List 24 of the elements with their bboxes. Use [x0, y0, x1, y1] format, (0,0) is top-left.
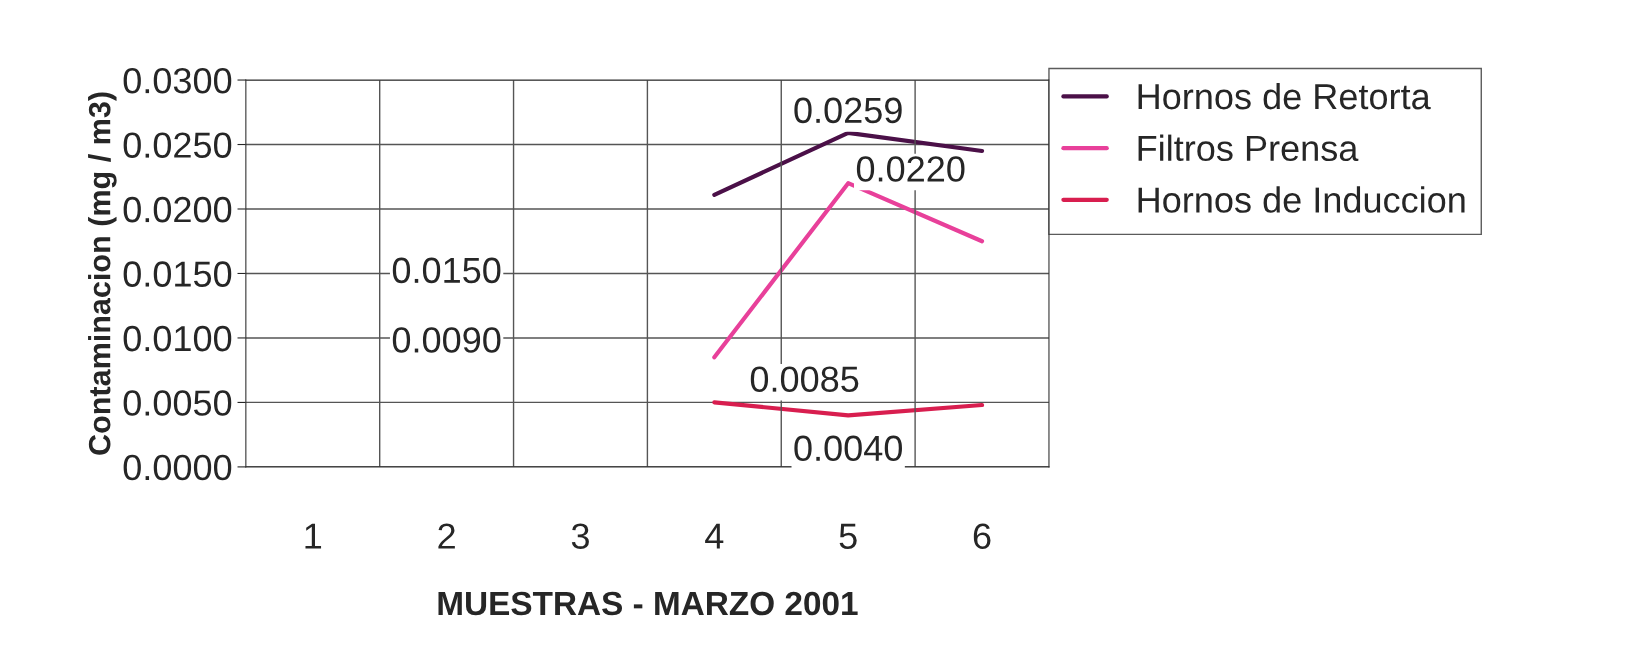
x-tick-label: 6 — [973, 523, 991, 549]
legend-label: Hornos de Induccion — [1138, 186, 1465, 213]
data-label: 0.0259 — [794, 97, 902, 124]
y-axis-title: Contaminacion (mg / m3) — [88, 92, 117, 455]
y-tick-label: 0.0050 — [123, 390, 232, 416]
x-tick-label: 5 — [839, 523, 857, 549]
x-tick-label: 1 — [305, 523, 322, 549]
data-label: 0.0220 — [856, 156, 965, 182]
data-label: 0.0085 — [750, 366, 859, 392]
annotation: 0.0150 — [392, 257, 501, 284]
x-tick-label: 2 — [438, 523, 455, 549]
y-tick-label: 0.0200 — [123, 196, 232, 223]
y-tick-label: 0.0150 — [123, 261, 232, 287]
x-tick-label: 4 — [705, 523, 724, 549]
annotation: 0.0090 — [392, 327, 501, 353]
y-tick-label: 0.0100 — [123, 325, 232, 352]
x-tick-label: 3 — [571, 523, 589, 549]
x-axis-title: MUESTRAS - MARZO 2001 — [438, 591, 858, 616]
legend-label: Filtros Prensa — [1138, 134, 1359, 162]
y-tick-label: 0.0300 — [123, 67, 232, 94]
y-tick-label: 0.0250 — [123, 132, 232, 158]
data-label: 0.0040 — [794, 435, 902, 462]
legend-label: Hornos de Retorta — [1138, 82, 1431, 110]
y-tick-label: 0.0000 — [123, 454, 232, 481]
